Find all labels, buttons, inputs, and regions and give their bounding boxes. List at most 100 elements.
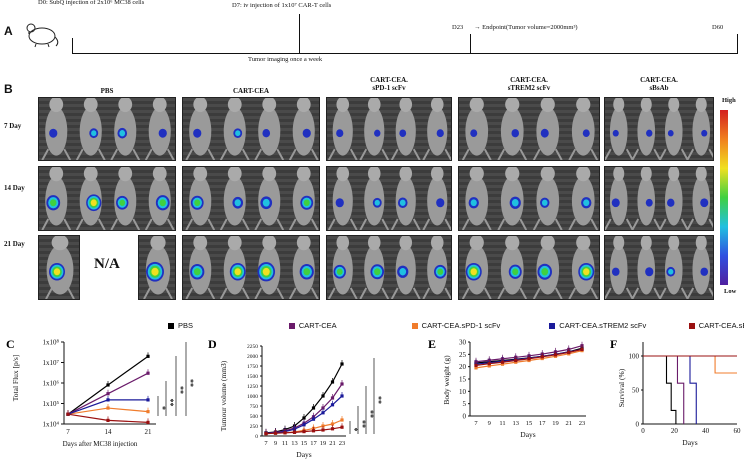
legend-swatch xyxy=(168,322,174,329)
legend-item-2: CART-CEA.sPD-1 scFv xyxy=(411,321,500,330)
mice-silhouettes xyxy=(459,98,599,160)
panel-f-label: F xyxy=(610,337,617,351)
mice-silhouettes xyxy=(327,98,451,160)
signal-hotspot xyxy=(436,198,445,208)
signal-hotspot xyxy=(511,129,519,138)
mouse-silhouette xyxy=(568,167,599,230)
signal-hotspot xyxy=(53,268,61,276)
mice-silhouettes xyxy=(183,98,319,160)
c-sig-mark: ** xyxy=(186,379,195,387)
group-header-3: CART-CEA. sTREM2 scFv xyxy=(507,76,551,93)
d-series-4-point xyxy=(302,430,306,434)
mice-silhouettes xyxy=(183,236,319,299)
mouse-silhouette xyxy=(144,98,175,160)
mouse-silhouette xyxy=(75,167,106,230)
signal-hotspot xyxy=(470,129,478,138)
mouse-silhouette xyxy=(568,236,599,299)
c-series-4-point xyxy=(106,418,110,422)
mice-silhouettes xyxy=(459,236,599,299)
c-ytick-label: 1x10⁴ xyxy=(43,421,60,429)
d-ytick-label: 1500 xyxy=(247,374,258,380)
c-xtick-label: 14 xyxy=(105,428,113,436)
d-xtick-label: 23 xyxy=(339,440,346,447)
e-ytick-label: 5 xyxy=(463,400,467,408)
signal-hotspot xyxy=(91,130,97,137)
d-series-4-point xyxy=(273,431,278,435)
group-header-1: CART-CEA xyxy=(232,87,270,95)
d-ytick-label: 250 xyxy=(250,424,259,430)
e-ytick-label: 25 xyxy=(459,351,467,359)
f-xtick-label: 20 xyxy=(671,427,679,435)
legend: PBS CART-CEA CART-CEA.sPD-1 scFv CART-CEA.s… xyxy=(150,321,744,333)
signal-hotspot xyxy=(437,268,444,275)
d-sig-mark: ** xyxy=(374,396,383,404)
mouse-silhouette xyxy=(422,98,451,160)
f-xtick-label: 40 xyxy=(702,427,710,435)
mouse-silhouette xyxy=(219,98,250,160)
mice-silhouettes xyxy=(605,167,713,230)
signal-hotspot xyxy=(541,268,549,276)
na-label: N/A xyxy=(94,256,120,272)
signal-hotspot xyxy=(645,198,653,207)
mouse-silhouette xyxy=(288,236,319,299)
legend-label: CART-CEA.sTREM2 scFv xyxy=(559,321,647,330)
mouse-silhouette xyxy=(686,98,713,160)
c-series-1-point xyxy=(146,371,150,375)
mouse-silhouette xyxy=(390,98,421,160)
c-series-0-point xyxy=(106,383,110,387)
d-xtick-label: 7 xyxy=(264,440,268,447)
c-series-1-point xyxy=(106,392,110,396)
e-ytick-label: 20 xyxy=(459,363,467,371)
mouse-silhouette xyxy=(185,236,216,299)
mouse-silhouette xyxy=(45,236,75,299)
mouse-image-pbs-21-0 xyxy=(38,235,80,300)
e-xtick-label: 19 xyxy=(552,420,559,427)
signal-hotspot xyxy=(234,268,241,276)
c-sig-mark: ** xyxy=(176,386,185,394)
d-xtick-label: 15 xyxy=(301,440,308,447)
legend-item-4: CART-CEA.sBsAb xyxy=(688,321,744,330)
mouse-image-g3-r2 xyxy=(458,235,600,300)
d-ytick-label: 1000 xyxy=(247,394,258,400)
signal-hotspot xyxy=(611,198,620,208)
signal-hotspot xyxy=(374,268,381,276)
signal-hotspot xyxy=(646,129,653,137)
signal-hotspot xyxy=(399,268,407,276)
c-ytick-label: 1x10⁷ xyxy=(43,359,60,367)
mouse-image-g4-r0 xyxy=(604,97,714,161)
signal-hotspot xyxy=(335,198,344,208)
mouse-silhouette xyxy=(110,98,141,160)
d-ytick-label: 750 xyxy=(250,404,259,410)
mouse-silhouette xyxy=(327,236,358,299)
panel-b-label: B xyxy=(4,82,13,96)
signal-hotspot xyxy=(262,198,270,207)
mouse-silhouette xyxy=(219,167,250,230)
timeline-tick-d0 xyxy=(72,38,73,54)
legend-label: PBS xyxy=(178,321,194,330)
signal-hotspot xyxy=(700,198,709,208)
mouse-silhouette xyxy=(631,236,662,299)
d-xtick-label: 13 xyxy=(291,440,298,447)
mouse-silhouette xyxy=(254,236,285,299)
intensity-color-scale xyxy=(720,110,728,285)
mouse-silhouette xyxy=(254,167,285,230)
d-ytick-label: 2000 xyxy=(247,354,258,360)
d0-text: D0: SubQ injection of 2x10⁶ MC38 cells xyxy=(38,0,145,6)
e-xlabel: Days xyxy=(520,430,535,439)
mice-silhouettes xyxy=(39,167,175,230)
charts-svg: C D E F 1x10⁴ 1x10⁵ 1x10⁶ 1x10⁷ 1x10⁸ 7 14 21 Total … xyxy=(6,337,741,459)
d-xtick-label: 17 xyxy=(310,440,317,447)
group-header-0: PBS xyxy=(100,87,114,95)
e-xtick-label: 9 xyxy=(488,420,491,427)
mouse-silhouette xyxy=(497,98,528,160)
c-series-3-point xyxy=(146,398,150,402)
mouse-silhouette xyxy=(288,98,319,160)
c-ytick-label: 1x10⁸ xyxy=(43,339,60,347)
mouse-image-g2-r2 xyxy=(326,235,452,300)
legend-item-0: PBS xyxy=(168,321,193,330)
e-series-4-point xyxy=(500,360,505,364)
legend-item-1: CART-CEA xyxy=(288,321,337,330)
c-series-2-point xyxy=(106,406,110,410)
c-ylabel: Total Flux [p/s] xyxy=(11,355,20,402)
c-xlabel: Days after MC38 injection xyxy=(63,440,138,448)
